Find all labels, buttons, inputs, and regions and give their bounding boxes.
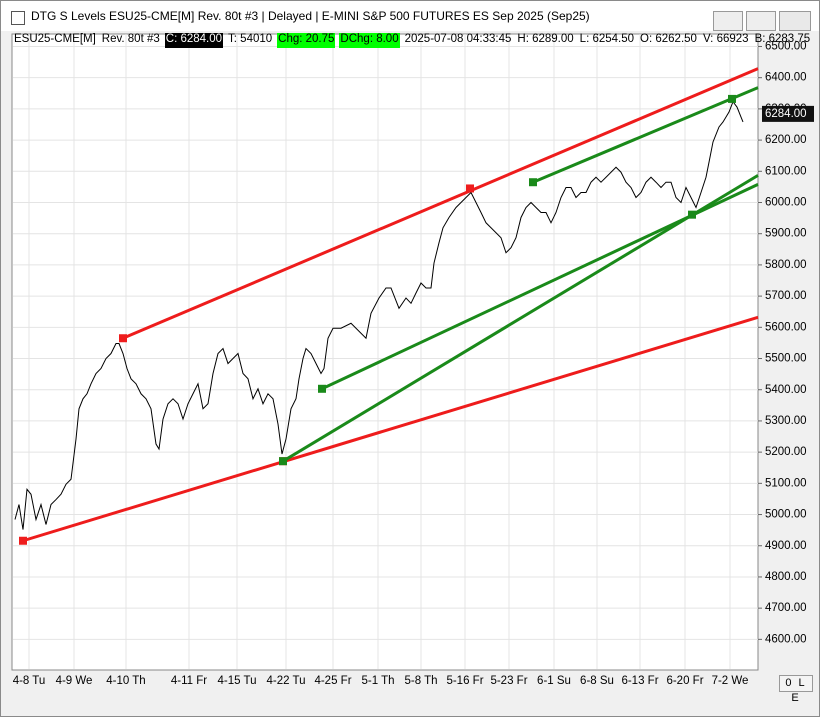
window-title: DTG S Levels ESU25-CME[M] Rev. 80t #3 | … [31, 9, 590, 23]
y-tick-label: 5100.00 [765, 477, 807, 489]
x-tick-label: 5-23 Fr [490, 675, 527, 687]
chart: 4600.00 4700.00 4800.00 4900.00 5000.00 5100.… [11, 33, 814, 687]
x-tick-label: 4-8 Tu [13, 675, 46, 687]
trend-anchor [119, 334, 127, 343]
trend-line [22, 315, 759, 543]
y-tick-label: 5700.00 [765, 290, 807, 302]
info-field: Rev. 80t #3 [101, 33, 160, 45]
trend-anchor [279, 457, 287, 466]
info-field: L: 6254.50 [579, 33, 635, 45]
app-icon [11, 11, 25, 25]
x-tick-label: 6-8 Su [580, 675, 614, 687]
info-field: V: 66923 [702, 33, 749, 45]
x-tick-label: 4-25 Fr [314, 675, 351, 687]
y-tick-label: 4600.00 [765, 633, 807, 645]
close-button[interactable] [779, 11, 811, 31]
last-price-box [762, 105, 814, 122]
trend-anchor [19, 536, 27, 545]
trend-line [122, 67, 759, 340]
maximize-button[interactable] [746, 11, 776, 31]
x-tick-label: 6-1 Su [537, 675, 571, 687]
y-tick-label: 5600.00 [765, 321, 807, 333]
title-bar: DTG S Levels ESU25-CME[M] Rev. 80t #3 | … [1, 1, 819, 31]
x-tick-label: 6-20 Fr [666, 675, 703, 687]
info-field: 2025-07-08 04:33:45 [404, 33, 512, 45]
y-tick-label: 5300.00 [765, 415, 807, 427]
x-tick-label: 5-1 Th [361, 675, 394, 687]
info-field: B: 6283.75 [754, 33, 811, 45]
corner-button[interactable]: 0 L E [779, 675, 813, 704]
x-tick-label: 4-9 We [56, 675, 93, 687]
info-field: O: 6262.50 [640, 33, 697, 45]
y-tick-label: 4800.00 [765, 571, 807, 583]
x-tick-label: 4-15 Tu [218, 675, 257, 687]
x-tick-label: 5-8 Th [404, 675, 437, 687]
trend-anchor [318, 384, 326, 393]
y-tick-label: 6000.00 [765, 197, 807, 209]
x-tick-label: 4-22 Tu [267, 675, 306, 687]
last-price-label: 6284.00 [765, 108, 807, 120]
info-field: H: 6289.00 [517, 33, 574, 45]
trend-anchor [466, 184, 474, 193]
y-tick-label: 5400.00 [765, 384, 807, 396]
info-field: C: 6284.00 [164, 33, 224, 48]
trend-line [321, 183, 759, 391]
trend-anchor [529, 178, 537, 187]
price-line [14, 100, 744, 530]
x-tick-label: 4-11 Fr [171, 675, 207, 687]
trend-anchor [688, 210, 696, 219]
y-tick-label: 5800.00 [765, 259, 807, 271]
y-tick-label: 6200.00 [765, 134, 807, 146]
y-tick-label: 4700.00 [765, 602, 807, 614]
y-tick-label: 5500.00 [765, 353, 807, 365]
y-tick-label: 4900.00 [765, 540, 807, 552]
y-tick-label: 6100.00 [765, 165, 807, 177]
x-tick-label: 5-16 Fr [446, 675, 483, 687]
info-field: T: 54010 [228, 33, 273, 45]
info-field: Chg: 20.75 [277, 33, 336, 48]
y-tick-label: 5200.00 [765, 446, 807, 458]
x-tick-label: 7-2 We [712, 675, 749, 687]
info-line: ESU25-CME[M] Rev. 80t #3 C: 6284.00 T: 5401… [13, 33, 811, 48]
y-tick-label: 5900.00 [765, 228, 807, 240]
x-tick-label: 6-13 Fr [621, 675, 658, 687]
trend-anchor [728, 94, 736, 103]
x-tick-label: 4-10 Th [106, 675, 145, 687]
info-field: ESU25-CME[M] [14, 33, 96, 45]
y-tick-label: 6500.00 [765, 41, 807, 53]
trend-line [532, 86, 759, 184]
y-tick-label: 5000.00 [765, 509, 807, 521]
minimize-button[interactable] [713, 11, 743, 31]
y-tick-label: 6400.00 [765, 72, 807, 84]
info-field: DChg: 8.00 [339, 33, 400, 48]
